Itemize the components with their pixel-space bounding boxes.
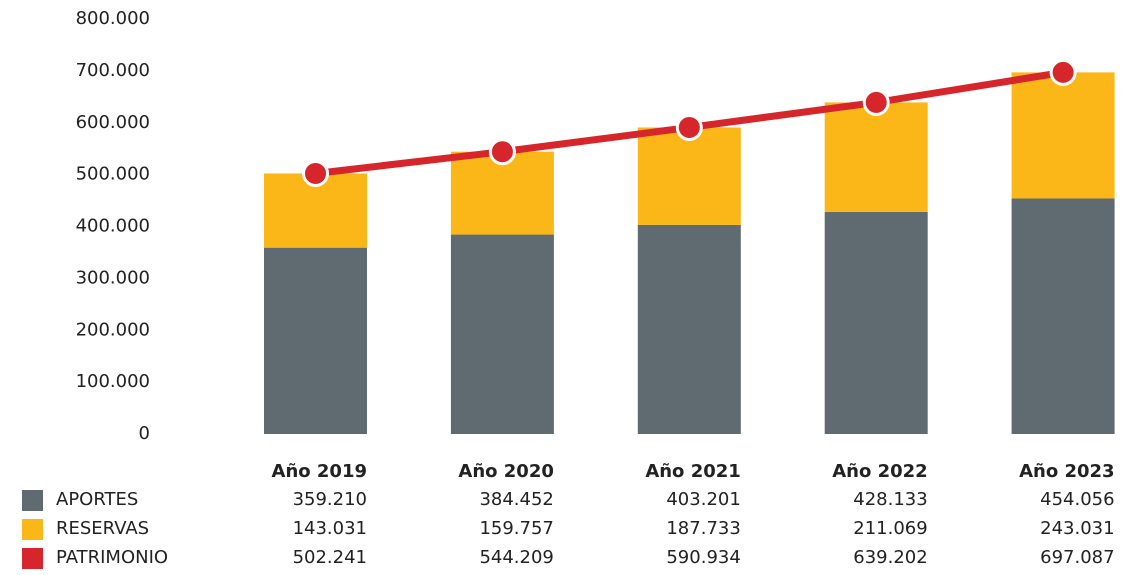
y-tick-label: 400.000 <box>76 216 150 237</box>
bar-segment <box>824 211 928 434</box>
table-cell: 243.031 <box>1040 518 1114 539</box>
bar-segment <box>450 151 554 235</box>
table-cell: 211.069 <box>853 518 927 539</box>
legend-swatch <box>22 548 43 569</box>
table-cell: 639.202 <box>853 547 927 568</box>
y-tick-label: 200.000 <box>76 319 150 340</box>
table-cell: 159.757 <box>479 518 553 539</box>
bar-segment <box>637 224 741 434</box>
table-cell: 502.241 <box>293 547 367 568</box>
y-tick-label: 700.000 <box>76 60 150 81</box>
legend-label: RESERVAS <box>56 518 149 539</box>
table-header: Año 2019 <box>272 461 367 482</box>
table-header: Año 2023 <box>1019 461 1114 482</box>
y-tick-label: 0 <box>139 423 150 444</box>
table-cell: 697.087 <box>1040 547 1114 568</box>
y-tick-label: 600.000 <box>76 112 150 133</box>
table-cell: 403.201 <box>666 489 740 510</box>
table-header: Año 2021 <box>645 461 740 482</box>
table-cell: 428.133 <box>853 489 927 510</box>
table-header: Año 2022 <box>832 461 927 482</box>
y-tick-label: 800.000 <box>76 8 150 29</box>
legend-swatch <box>22 519 43 540</box>
y-tick-label: 300.000 <box>76 267 150 288</box>
line-marker <box>675 113 703 141</box>
table-cell: 187.733 <box>666 518 740 539</box>
line-marker <box>1049 58 1077 86</box>
table-cell: 454.056 <box>1040 489 1114 510</box>
y-tick-label: 500.000 <box>76 164 150 185</box>
table-cell: 544.209 <box>479 547 553 568</box>
table-cell: 143.031 <box>293 518 367 539</box>
bar-segment <box>450 234 554 434</box>
legend-swatch <box>22 490 43 511</box>
table-cell: 590.934 <box>666 547 740 568</box>
legend-label: PATRIMONIO <box>56 547 168 568</box>
bar-segment <box>1011 198 1115 434</box>
table-cell: 359.210 <box>293 489 367 510</box>
table-cell: 384.452 <box>479 489 553 510</box>
bar-segment <box>637 127 741 225</box>
bar-segment <box>264 247 367 434</box>
line-marker <box>488 138 516 166</box>
legend-label: APORTES <box>56 489 138 510</box>
y-tick-label: 100.000 <box>76 371 150 392</box>
table-header: Año 2020 <box>458 461 553 482</box>
line-marker <box>302 159 329 187</box>
bar-segment <box>824 102 928 212</box>
line-marker <box>862 88 890 116</box>
bar-segment <box>1011 72 1115 199</box>
